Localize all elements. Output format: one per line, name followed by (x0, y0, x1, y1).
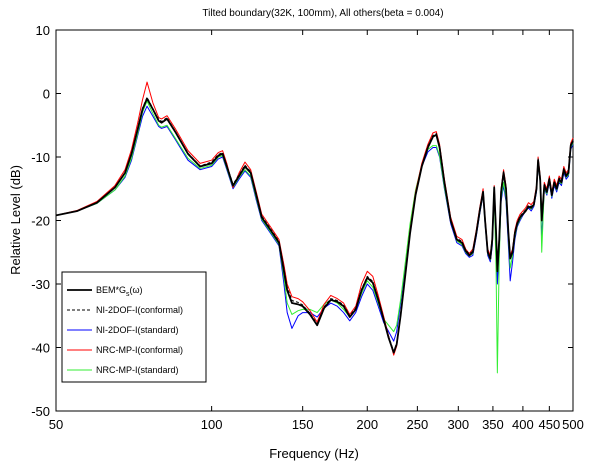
x-tick-label: 450 (538, 417, 560, 432)
y-tick-label: -20 (31, 214, 50, 229)
x-axis-label: Frequency (Hz) (269, 446, 359, 461)
chart-title: Tilted boundary(32K, 100mm), All others(… (202, 8, 443, 19)
series-layer (55, 81, 574, 374)
y-tick-label: -10 (31, 150, 50, 165)
x-tick-label: 300 (447, 417, 469, 432)
x-tick-label: 250 (407, 417, 429, 432)
x-tick-label: 500 (562, 417, 584, 432)
axis-ticks: 50 100 150 200 250 300 350 400 450 500-50-40-30-2… (31, 23, 584, 432)
y-tick-label: 0 (43, 87, 50, 102)
x-tick-label: 400 (512, 417, 534, 432)
series-line-nrc-mp-i-conformal (55, 81, 574, 356)
y-tick-label: 10 (36, 23, 50, 38)
x-tick-label: 150 (292, 417, 314, 432)
x-tick-label: 100 (201, 417, 223, 432)
x-tick-label: 200 (356, 417, 378, 432)
y-tick-label: -30 (31, 277, 50, 292)
x-tick-label: 350 (482, 417, 504, 432)
y-axis-label: Relative Level (dB) (8, 165, 23, 275)
legend-entry: NRC-MP-I(conformal) (96, 345, 183, 355)
legend-entry: NRC-MP-I(standard) (96, 365, 179, 375)
legend-entry: NI-2DOF-I(conformal) (96, 305, 183, 315)
y-tick-label: -40 (31, 341, 50, 356)
x-tick-label: 50 (49, 417, 63, 432)
legend-entry: NI-2DOF-I(standard) (96, 325, 179, 335)
series-line-bem-gs (55, 97, 574, 354)
legend-entry: BEM*Gs(ω) (96, 285, 143, 298)
y-tick-label: -50 (31, 404, 50, 419)
legend: BEM*Gs(ω) NI-2DOF-I(conformal) NI-2DOF-I(s… (61, 271, 207, 383)
